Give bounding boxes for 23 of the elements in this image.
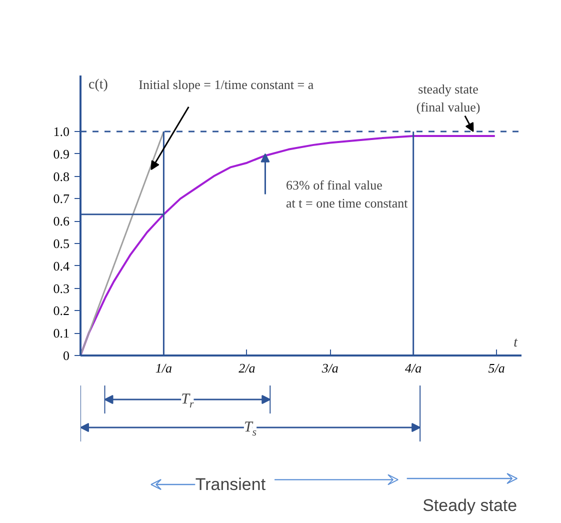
y-tick-label: 0.9 [53, 146, 70, 162]
y-tick-label: 0.7 [53, 191, 70, 206]
y-tick-label: 0 [63, 348, 70, 363]
annotation: 63% of final value at t = one time constant [286, 178, 408, 211]
x-tick-label: 5/a [488, 360, 506, 376]
x-tick-label: 1/a [155, 360, 173, 376]
annotation: Initial slope = 1/time constant = a [138, 76, 314, 92]
y-tick-label: 0.1 [53, 326, 70, 341]
y-tick-label: 0.5 [53, 236, 70, 251]
x-axis-title: t [514, 336, 519, 350]
y-tick-label: 0.3 [53, 280, 70, 296]
text: Transient [195, 475, 266, 494]
y-tick-label: 0.8 [53, 168, 70, 184]
y-tick-label: 1.0 [53, 124, 70, 139]
text: Steady state [422, 496, 518, 515]
x-tick-label: 3/a [320, 360, 339, 376]
y-tick-label: 0.4 [53, 258, 70, 274]
annotation: steady state (final value) [416, 81, 480, 114]
y-tick-label: 0.2 [53, 303, 70, 318]
x-tick-label: 4/a [405, 360, 422, 376]
y-axis-title: c(t) [88, 78, 108, 92]
x-tick-label: 2/a [238, 360, 256, 376]
y-tick-label: 0.6 [53, 214, 70, 229]
